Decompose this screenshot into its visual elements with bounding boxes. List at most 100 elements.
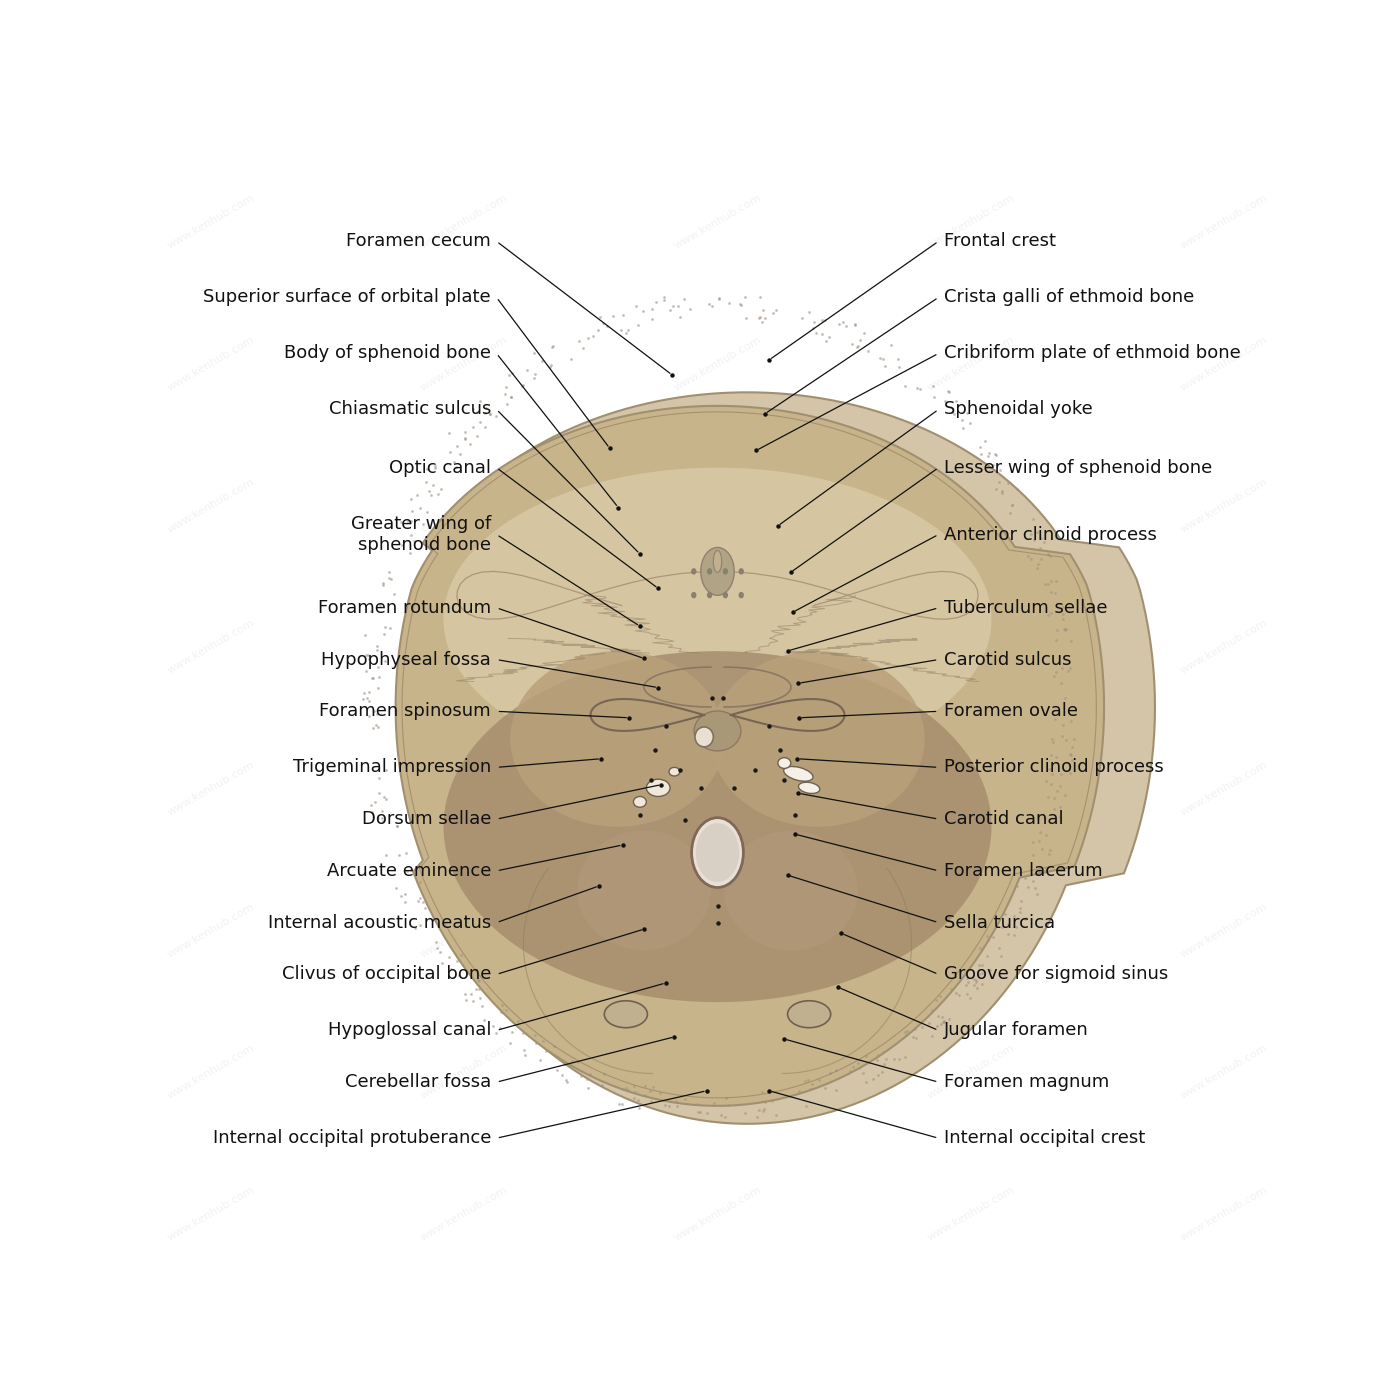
Text: www.kenhub.com: www.kenhub.com <box>419 1184 510 1243</box>
Text: www.kenhub.com: www.kenhub.com <box>419 476 510 535</box>
Text: Cribriform plate of ethmoid bone: Cribriform plate of ethmoid bone <box>944 344 1240 363</box>
Text: Frontal crest: Frontal crest <box>944 232 1056 251</box>
Ellipse shape <box>669 767 680 776</box>
Text: www.kenhub.com: www.kenhub.com <box>925 193 1016 251</box>
Text: www.kenhub.com: www.kenhub.com <box>672 335 763 392</box>
Text: www.kenhub.com: www.kenhub.com <box>925 1184 1016 1243</box>
Ellipse shape <box>605 1001 647 1028</box>
Ellipse shape <box>692 568 696 574</box>
Ellipse shape <box>694 711 741 750</box>
Text: www.kenhub.com: www.kenhub.com <box>1179 1184 1270 1243</box>
Text: Carotid sulcus: Carotid sulcus <box>944 651 1071 669</box>
Text: www.kenhub.com: www.kenhub.com <box>419 902 510 959</box>
Text: Chiasmatic sulcus: Chiasmatic sulcus <box>329 400 491 419</box>
Ellipse shape <box>722 568 728 574</box>
Text: Internal acoustic meatus: Internal acoustic meatus <box>267 914 491 931</box>
Ellipse shape <box>707 568 713 574</box>
Text: www.kenhub.com: www.kenhub.com <box>672 193 763 251</box>
Text: Sella turcica: Sella turcica <box>944 914 1056 931</box>
Text: www.kenhub.com: www.kenhub.com <box>165 760 256 818</box>
Text: www.kenhub.com: www.kenhub.com <box>925 617 1016 676</box>
Text: Lesser wing of sphenoid bone: Lesser wing of sphenoid bone <box>944 459 1212 476</box>
Text: Arcuate eminence: Arcuate eminence <box>326 862 491 879</box>
Text: Hypoglossal canal: Hypoglossal canal <box>328 1022 491 1039</box>
Text: Anterior clinoid process: Anterior clinoid process <box>944 525 1156 543</box>
Text: www.kenhub.com: www.kenhub.com <box>165 193 256 251</box>
Ellipse shape <box>707 592 713 598</box>
Text: www.kenhub.com: www.kenhub.com <box>419 760 510 818</box>
Text: www.kenhub.com: www.kenhub.com <box>1179 1043 1270 1100</box>
Text: Crista galli of ethmoid bone: Crista galli of ethmoid bone <box>944 288 1194 307</box>
Text: www.kenhub.com: www.kenhub.com <box>672 902 763 959</box>
Text: www.kenhub.com: www.kenhub.com <box>1179 476 1270 535</box>
Ellipse shape <box>778 757 791 769</box>
Text: www.kenhub.com: www.kenhub.com <box>672 1184 763 1243</box>
Text: Body of sphenoid bone: Body of sphenoid bone <box>284 344 491 363</box>
Text: www.kenhub.com: www.kenhub.com <box>925 476 1016 535</box>
Text: Foramen rotundum: Foramen rotundum <box>318 599 491 617</box>
Text: Optic canal: Optic canal <box>389 459 491 476</box>
Ellipse shape <box>714 550 721 573</box>
Text: www.kenhub.com: www.kenhub.com <box>1179 902 1270 959</box>
Text: Cerebellar fossa: Cerebellar fossa <box>344 1074 491 1091</box>
Text: www.kenhub.com: www.kenhub.com <box>165 617 256 676</box>
Ellipse shape <box>701 547 734 595</box>
Ellipse shape <box>784 766 813 781</box>
Ellipse shape <box>647 780 671 797</box>
Text: www.kenhub.com: www.kenhub.com <box>165 1184 256 1243</box>
Text: Trigeminal impression: Trigeminal impression <box>293 759 491 777</box>
Text: www.kenhub.com: www.kenhub.com <box>925 335 1016 392</box>
Text: www.kenhub.com: www.kenhub.com <box>165 902 256 959</box>
Text: www.kenhub.com: www.kenhub.com <box>672 617 763 676</box>
Text: Dorsum sellae: Dorsum sellae <box>361 811 491 829</box>
Text: Greater wing of
sphenoid bone: Greater wing of sphenoid bone <box>351 515 491 554</box>
Text: Posterior clinoid process: Posterior clinoid process <box>944 759 1163 777</box>
Ellipse shape <box>692 818 743 888</box>
Ellipse shape <box>696 823 739 882</box>
Polygon shape <box>444 651 991 1002</box>
Text: www.kenhub.com: www.kenhub.com <box>419 193 510 251</box>
Text: Foramen magnum: Foramen magnum <box>944 1074 1109 1091</box>
Text: Tuberculum sellae: Tuberculum sellae <box>944 599 1107 617</box>
Text: Hypophyseal fossa: Hypophyseal fossa <box>322 651 491 669</box>
Polygon shape <box>577 830 711 951</box>
Text: www.kenhub.com: www.kenhub.com <box>672 476 763 535</box>
Text: Jugular foramen: Jugular foramen <box>944 1022 1089 1039</box>
Text: www.kenhub.com: www.kenhub.com <box>1179 617 1270 676</box>
Polygon shape <box>711 651 924 826</box>
Polygon shape <box>724 830 858 951</box>
Text: www.kenhub.com: www.kenhub.com <box>925 902 1016 959</box>
Text: Foramen lacerum: Foramen lacerum <box>944 862 1103 879</box>
Text: Foramen cecum: Foramen cecum <box>346 232 491 251</box>
Ellipse shape <box>798 783 820 794</box>
Text: www.kenhub.com: www.kenhub.com <box>672 1043 763 1100</box>
Ellipse shape <box>722 592 728 598</box>
Text: www.kenhub.com: www.kenhub.com <box>165 335 256 392</box>
Text: Clivus of occipital bone: Clivus of occipital bone <box>281 966 491 983</box>
Text: Foramen spinosum: Foramen spinosum <box>319 703 491 721</box>
Ellipse shape <box>739 568 743 574</box>
Text: Carotid canal: Carotid canal <box>944 811 1064 829</box>
Text: KEN: KEN <box>1247 1337 1271 1347</box>
Polygon shape <box>511 651 724 826</box>
Text: Foramen ovale: Foramen ovale <box>944 703 1078 721</box>
Text: www.kenhub.com: www.kenhub.com <box>672 760 763 818</box>
Ellipse shape <box>633 797 647 808</box>
Ellipse shape <box>694 727 714 746</box>
Polygon shape <box>396 406 1105 1106</box>
Text: www.kenhub.com: www.kenhub.com <box>419 617 510 676</box>
Text: www.kenhub.com: www.kenhub.com <box>419 335 510 392</box>
Text: Internal occipital crest: Internal occipital crest <box>944 1130 1145 1147</box>
Polygon shape <box>407 392 1155 1124</box>
Text: www.kenhub.com: www.kenhub.com <box>1179 760 1270 818</box>
Ellipse shape <box>692 592 696 598</box>
Text: Superior surface of orbital plate: Superior surface of orbital plate <box>203 288 491 307</box>
Text: www.kenhub.com: www.kenhub.com <box>165 1043 256 1100</box>
Polygon shape <box>444 468 991 771</box>
Text: Sphenoidal yoke: Sphenoidal yoke <box>944 400 1092 419</box>
Text: www.kenhub.com: www.kenhub.com <box>925 1043 1016 1100</box>
Text: www.kenhub.com: www.kenhub.com <box>165 476 256 535</box>
Ellipse shape <box>788 1001 830 1028</box>
Text: Groove for sigmoid sinus: Groove for sigmoid sinus <box>944 966 1168 983</box>
Text: www.kenhub.com: www.kenhub.com <box>1179 335 1270 392</box>
